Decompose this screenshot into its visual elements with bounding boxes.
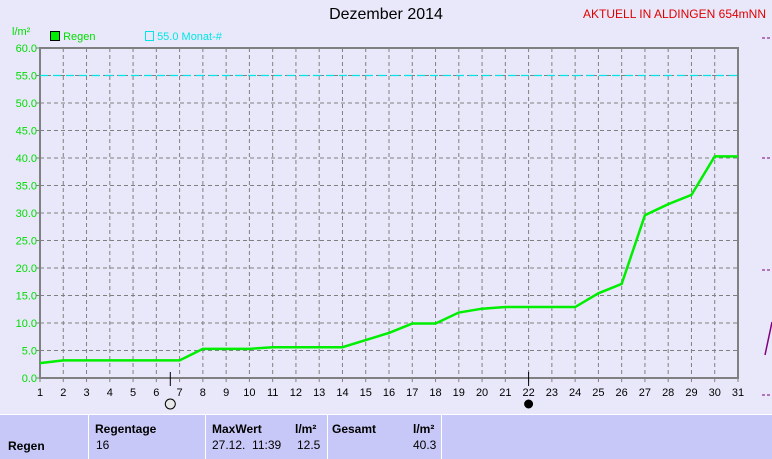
x-tick-label: 26 bbox=[616, 387, 628, 399]
legend-regen: Regen bbox=[50, 31, 95, 43]
y-tick-label: 0.0 bbox=[22, 373, 37, 385]
secondary-series-fragment bbox=[764, 321, 772, 356]
x-tick-label: 13 bbox=[313, 387, 325, 399]
regentage-label: Regentage bbox=[95, 422, 157, 436]
row-label: Regen bbox=[8, 439, 45, 453]
legend-reference: 55.0 Monat-# bbox=[145, 31, 222, 43]
maxwert-label: MaxWert bbox=[212, 422, 262, 436]
plot-frame bbox=[39, 47, 739, 379]
series-line-regen bbox=[39, 155, 738, 365]
rain-chart: 0.0 5.0 10.0 15.0 20.0 25.0 30.0 35.0 40.0 45.0 50… bbox=[16, 37, 772, 410]
x-tick-label: 9 bbox=[223, 387, 229, 399]
x-tick-label: 15 bbox=[360, 387, 372, 399]
legend-label: Regen bbox=[63, 31, 96, 43]
maxwert-value: 12.5 bbox=[297, 438, 321, 452]
y-tick-label: 25.0 bbox=[16, 236, 37, 248]
legend-label: 55.0 Monat-# bbox=[157, 31, 222, 43]
x-tick-label: 8 bbox=[200, 387, 206, 399]
legend-box-icon bbox=[145, 31, 154, 41]
gesamt-value: 40.3 bbox=[413, 438, 437, 452]
y-tick-label: 20.0 bbox=[16, 263, 37, 275]
x-tick-label: 18 bbox=[429, 387, 441, 399]
x-tick-label: 21 bbox=[499, 387, 511, 399]
x-tick-label: 6 bbox=[153, 387, 159, 399]
x-tick-label: 24 bbox=[569, 387, 581, 399]
x-tick-label: 28 bbox=[662, 387, 674, 399]
x-tick-label: 3 bbox=[83, 387, 89, 399]
regentage-value: 16 bbox=[96, 438, 110, 452]
x-tick-label: 22 bbox=[522, 387, 534, 399]
x-tick-label: 27 bbox=[639, 387, 651, 399]
x-tick-label: 10 bbox=[243, 387, 255, 399]
y-tick-label: 60.0 bbox=[16, 43, 37, 55]
x-tick-label: 14 bbox=[336, 387, 348, 399]
full-moon-icon bbox=[164, 398, 176, 410]
x-tick-label: 5 bbox=[130, 387, 136, 399]
y-tick-label: 10.0 bbox=[16, 318, 37, 330]
y-axis-label: l/m² bbox=[12, 26, 31, 38]
x-tick-label: 20 bbox=[476, 387, 488, 399]
chart-title: Dezember 2014 bbox=[329, 6, 443, 23]
stats-table: Regen Regentage 16 MaxWert l/m² 27.12. 1… bbox=[0, 414, 772, 459]
y-tick-label: 5.0 bbox=[22, 346, 37, 358]
x-tick-label: 1 bbox=[37, 387, 43, 399]
y-tick-label: 30.0 bbox=[16, 208, 37, 220]
x-tick-label: 7 bbox=[177, 387, 183, 399]
y-tick-label: 55.0 bbox=[16, 71, 37, 83]
x-tick-label: 30 bbox=[709, 387, 721, 399]
y-tick-label: 15.0 bbox=[16, 291, 37, 303]
maxwert-time: 27.12. 11:39 bbox=[212, 438, 282, 452]
x-tick-label: 2 bbox=[60, 387, 66, 399]
x-tick-label: 25 bbox=[592, 387, 604, 399]
x-tick-label: 31 bbox=[732, 387, 744, 399]
new-moon-icon bbox=[524, 399, 534, 409]
x-tick-label: 16 bbox=[383, 387, 395, 399]
x-tick-label: 23 bbox=[546, 387, 558, 399]
y-tick-label: 40.0 bbox=[16, 153, 37, 165]
x-tick-label: 29 bbox=[685, 387, 697, 399]
x-tick-label: 19 bbox=[453, 387, 465, 399]
y-tick-label: 45.0 bbox=[16, 126, 37, 138]
x-tick-label: 12 bbox=[290, 387, 302, 399]
maxwert-unit: l/m² bbox=[295, 422, 317, 436]
y-tick-label: 50.0 bbox=[16, 98, 37, 110]
x-tick-label: 4 bbox=[107, 387, 113, 399]
legend-swatch-icon bbox=[50, 31, 60, 41]
gesamt-unit: l/m² bbox=[413, 422, 435, 436]
x-tick-label: 17 bbox=[406, 387, 418, 399]
y-tick-label: 35.0 bbox=[16, 181, 37, 193]
station-label: AKTUELL IN ALDINGEN 654mNN bbox=[583, 7, 766, 21]
x-tick-label: 11 bbox=[267, 387, 278, 399]
gesamt-label: Gesamt bbox=[332, 422, 377, 436]
